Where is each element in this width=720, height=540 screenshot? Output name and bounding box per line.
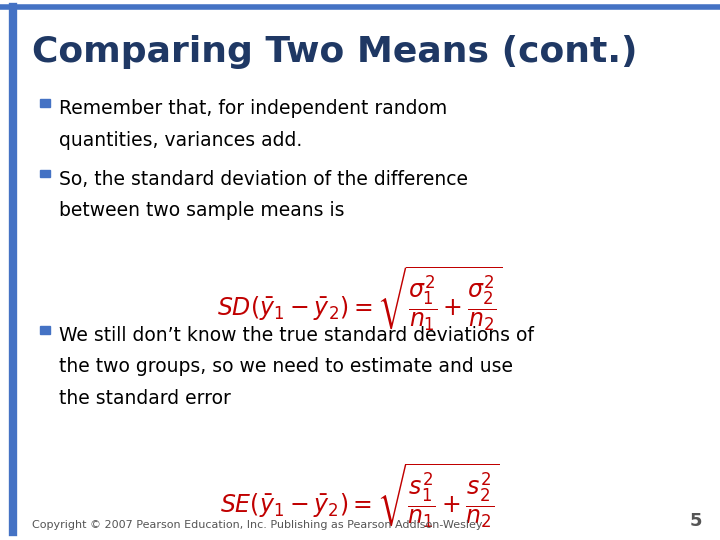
Text: So, the standard deviation of the difference: So, the standard deviation of the differ… [59, 170, 468, 188]
Text: We still don’t know the true standard deviations of: We still don’t know the true standard de… [59, 326, 534, 345]
Text: quantities, variances add.: quantities, variances add. [59, 131, 302, 150]
Text: the standard error: the standard error [59, 389, 231, 408]
Text: the two groups, so we need to estimate and use: the two groups, so we need to estimate a… [59, 357, 513, 376]
Text: between two sample means is: between two sample means is [59, 201, 345, 220]
Text: Comparing Two Means (cont.): Comparing Two Means (cont.) [32, 35, 638, 69]
Bar [40, 170, 50, 177]
Text: $SE\left(\bar{y}_1 - \bar{y}_2\right) = \sqrt{\dfrac{s_1^2}{n_1} + \dfrac{s_2^2}: $SE\left(\bar{y}_1 - \bar{y}_2\right) = … [220, 462, 500, 530]
Bar [40, 326, 50, 334]
Bar [40, 99, 50, 107]
Text: Copyright © 2007 Pearson Education, Inc. Publishing as Pearson Addison-Wesley: Copyright © 2007 Pearson Education, Inc.… [32, 520, 483, 530]
Text: $SD\left(\bar{y}_1 - \bar{y}_2\right) = \sqrt{\dfrac{\sigma_1^2}{n_1} + \dfrac{\: $SD\left(\bar{y}_1 - \bar{y}_2\right) = … [217, 265, 503, 333]
Text: 5: 5 [690, 512, 702, 530]
Text: Remember that, for independent random: Remember that, for independent random [59, 99, 447, 118]
